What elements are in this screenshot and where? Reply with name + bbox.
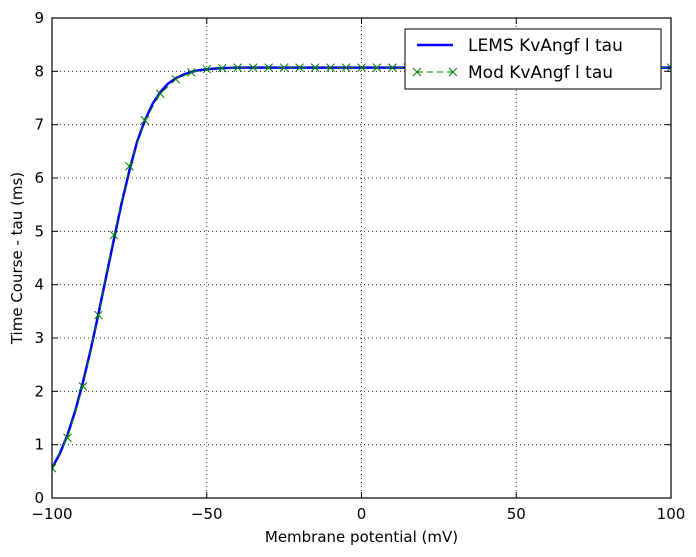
y-tick-label: 8 [34,62,44,80]
y-tick-label: 2 [34,382,44,400]
x-tick-label: −50 [191,505,223,523]
y-axis-label: Time Course - tau (ms) [8,172,26,345]
data-point-marker [357,63,366,72]
ticks: −100 −50 0 50 100 0 1 2 3 4 5 6 7 8 9 [31,9,685,523]
data-point-marker [233,63,243,72]
data-point-marker [155,89,165,99]
data-point [186,68,196,77]
y-tick-label: 7 [34,116,44,134]
data-point [248,63,258,72]
data-point [295,63,304,72]
data-point [264,63,274,72]
x-tick-label: 100 [657,505,686,523]
legend-label: Mod KvAngf l tau [468,63,613,83]
data-point-marker [295,63,304,72]
data-point-marker [279,63,289,72]
data-point-marker [248,63,258,72]
data-point-marker [109,230,119,240]
data-point [140,116,150,125]
y-tick-label: 1 [34,436,44,454]
legend-box [404,28,662,90]
legend: LEMS KvAngf l tau Mod KvAngf l tau [404,28,662,90]
data-point-marker [52,463,57,469]
legend-marker [412,67,422,77]
data-point-marker [63,433,72,443]
data-point-marker [264,63,274,72]
data-point [171,74,181,84]
data-point [666,63,671,72]
x-tick-label: −100 [31,505,72,523]
data-point [279,63,289,72]
x-tick-label: 0 [357,505,367,523]
data-point [372,63,382,72]
x-tick-label: 50 [507,505,526,523]
y-tick-label: 5 [34,222,44,240]
y-tick-label: 4 [34,276,44,294]
data-point-marker [217,63,227,73]
data-point [202,64,212,74]
data-point-marker [52,467,57,473]
y-tick-label: 9 [34,9,44,27]
data-point [233,63,243,72]
data-point [52,463,57,473]
data-point-marker [202,64,212,74]
data-point-marker [94,310,103,320]
data-point-marker [666,66,671,72]
data-point-marker [372,63,382,72]
data-point-marker [186,68,196,77]
data-point-marker [140,116,150,125]
data-point-marker [326,63,335,72]
data-point [357,63,366,72]
data-point [388,63,397,72]
data-point-marker [125,161,134,171]
legend-label: LEMS KvAngf l tau [468,36,623,56]
data-point [326,63,335,72]
data-point [341,63,351,72]
y-tick-label: 0 [34,489,44,507]
y-tick-label: 3 [34,329,44,347]
data-point-marker [78,382,88,391]
data-point [109,230,119,240]
data-point [125,161,134,171]
legend-entry: LEMS KvAngf l tau [417,36,623,56]
data-point [78,382,88,391]
data-point-marker [388,63,397,72]
data-point-marker [310,63,320,72]
data-point-marker [666,63,671,69]
data-point [310,63,320,72]
data-point [63,433,72,443]
legend-entry: Mod KvAngf l tau [412,63,613,83]
data-point [217,63,227,73]
data-point [155,89,165,99]
y-tick-label: 6 [34,169,44,187]
data-point-marker [171,74,181,84]
legend-marker [448,67,458,77]
data-point-marker [341,63,351,72]
x-axis-label: Membrane potential (mV) [265,528,458,546]
data-point [94,310,103,320]
